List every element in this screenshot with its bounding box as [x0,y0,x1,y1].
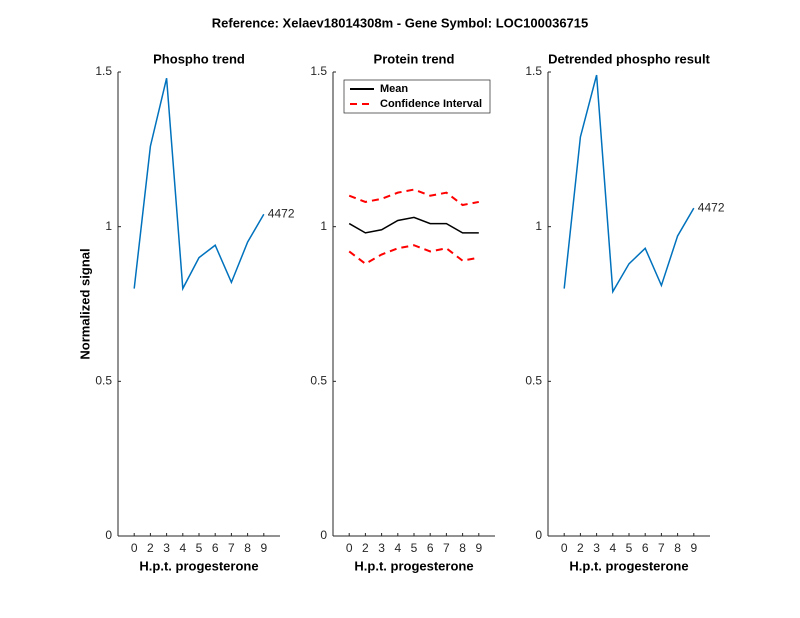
x-tick-label: 4 [609,541,616,555]
x-tick-label: 8 [459,541,466,555]
x-tick-label: 4 [394,541,401,555]
y-tick-label: 0.5 [310,374,327,388]
x-tick-label: 5 [411,541,418,555]
x-tick-label: 7 [228,541,235,555]
x-tick-label: 3 [593,541,600,555]
x-axis-label: H.p.t. progesterone [569,558,688,573]
subplot-title: Phospho trend [153,51,245,66]
figure-title: Reference: Xelaev18014308m - Gene Symbol… [212,15,589,30]
legend-box [343,79,491,114]
y-tick-label: 0.5 [95,374,112,388]
y-axis-label: Normalized signal [77,248,92,359]
x-tick-label: 0 [561,541,568,555]
subplot-title: Protein trend [374,51,455,66]
y-tick-label: 0 [105,528,112,542]
x-tick-label: 6 [642,541,649,555]
x-tick-label: 2 [147,541,154,555]
end-label: 4472 [698,200,725,214]
x-tick-label: 8 [244,541,251,555]
end-label: 4472 [268,206,295,220]
x-tick-label: 8 [674,541,681,555]
y-tick-label: 1.5 [310,64,327,78]
x-tick-label: 7 [658,541,665,555]
data-line [563,74,695,295]
y-tick-label: 1 [535,219,542,233]
x-axis-label: H.p.t. progesterone [354,558,473,573]
x-tick-label: 6 [427,541,434,555]
y-tick-label: 1 [320,219,327,233]
x-tick-label: 6 [212,541,219,555]
y-tick-label: 0 [535,528,542,542]
y-tick-label: 0 [320,528,327,542]
x-tick-label: 0 [131,541,138,555]
x-tick-label: 7 [443,541,450,555]
x-tick-label: 2 [577,541,584,555]
x-tick-label: 4 [179,541,186,555]
x-tick-label: 9 [690,541,697,555]
x-tick-label: 5 [196,541,203,555]
x-tick-label: 3 [163,541,170,555]
subplot-title: Detrended phospho result [548,51,710,66]
x-tick-label: 5 [626,541,633,555]
data-line [133,78,265,292]
legend-label: Mean [380,83,408,95]
legend-label: Confidence Interval [380,98,482,110]
x-tick-label: 9 [260,541,267,555]
y-tick-label: 1.5 [525,64,542,78]
x-tick-label: 0 [346,541,353,555]
ci-lower-line [348,244,479,265]
x-tick-label: 3 [378,541,385,555]
x-tick-label: 9 [475,541,482,555]
y-tick-label: 1.5 [95,64,112,78]
y-tick-label: 0.5 [525,374,542,388]
x-tick-label: 2 [362,541,369,555]
mean-line [348,216,479,234]
y-tick-label: 1 [105,219,112,233]
x-axis-label: H.p.t. progesterone [139,558,258,573]
